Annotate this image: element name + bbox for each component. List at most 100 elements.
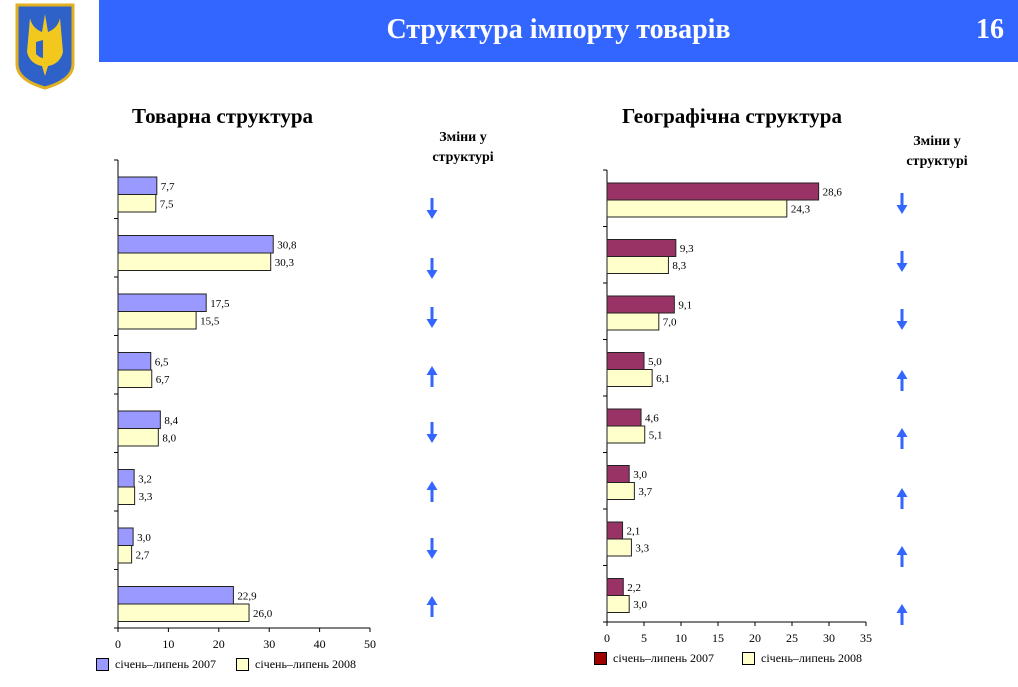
ukraine-emblem-icon <box>15 3 75 90</box>
bar-2008 <box>606 312 660 331</box>
arrow-up-icon <box>426 481 438 502</box>
legend-label: січень–липень 2007 <box>115 657 216 671</box>
bar-2008 <box>606 595 630 613</box>
bar-2008 <box>117 486 136 505</box>
arrow-down-icon <box>426 307 438 328</box>
category-label <box>8 225 112 272</box>
bar-2008 <box>606 538 632 557</box>
arrow-up-icon <box>426 366 438 387</box>
category-label <box>480 233 598 278</box>
x-tick-label: 5 <box>641 631 647 645</box>
bar-value-label: 28,6 <box>823 187 843 199</box>
legend-label: січень–липень 2008 <box>761 651 862 665</box>
bar-2007 <box>606 521 624 540</box>
category-label <box>480 459 598 504</box>
x-tick-label: 30 <box>823 631 835 645</box>
category-label <box>8 283 112 330</box>
page-number: 16 <box>976 14 1004 45</box>
bar-2008 <box>117 369 153 388</box>
bar-2007 <box>117 410 161 429</box>
chart2-changes-header: Зміни у структурі <box>906 134 968 169</box>
page-title: Структура імпорту товарів <box>386 14 731 45</box>
arrow-up-icon <box>426 596 438 617</box>
arrow-down-icon <box>896 309 908 330</box>
bar-value-label: 6,1 <box>656 373 670 385</box>
arrow-down-icon <box>426 258 438 279</box>
x-tick-label: 50 <box>364 637 376 651</box>
x-tick-label: 25 <box>786 631 798 645</box>
arrow-down-icon <box>426 422 438 443</box>
x-tick-label: 0 <box>604 631 610 645</box>
bar-2008 <box>606 482 635 500</box>
bar-value-label: 3,7 <box>638 486 652 498</box>
bar-value-label: 3,0 <box>633 599 647 611</box>
bar-value-label: 15,5 <box>200 315 220 327</box>
legend-swatch <box>96 658 109 671</box>
legend-label: січень–липень 2008 <box>255 657 356 671</box>
arrow-up-icon <box>896 546 908 567</box>
category-label <box>480 289 598 334</box>
category-label <box>8 459 112 506</box>
bar-value-label: 7,7 <box>161 181 175 193</box>
arrow-down-icon <box>426 538 438 559</box>
bar-value-label: 6,7 <box>156 374 170 386</box>
legend-swatch <box>236 658 249 671</box>
bar-2007 <box>606 182 820 201</box>
x-tick-label: 20 <box>749 631 761 645</box>
legend-item: січень–липень 2007 <box>96 657 216 672</box>
legend-label: січень–липень 2007 <box>613 651 714 665</box>
x-tick-label: 15 <box>712 631 724 645</box>
bar-2007 <box>606 352 645 370</box>
bar-2007 <box>117 469 135 488</box>
bar-2008 <box>117 194 157 213</box>
category-label <box>480 176 598 221</box>
bar-value-label: 9,1 <box>678 300 692 312</box>
bar-2007 <box>117 527 134 546</box>
bar-value-label: 3,2 <box>138 473 152 485</box>
bar-value-label: 2,7 <box>136 549 150 561</box>
bar-value-label: 24,3 <box>791 204 811 216</box>
x-tick-label: 10 <box>675 631 687 645</box>
bar-2008 <box>606 199 788 218</box>
arrow-up-icon <box>896 604 908 625</box>
legend-item: січень–липень 2008 <box>742 651 862 666</box>
category-label <box>480 402 598 447</box>
bar-2007 <box>117 352 152 371</box>
category-label <box>480 346 598 391</box>
bar-2008 <box>117 428 159 447</box>
x-tick-label: 40 <box>314 637 326 651</box>
bar-value-label: 6,5 <box>155 356 169 368</box>
bar-value-label: 8,4 <box>164 415 178 427</box>
arrow-down-icon <box>896 251 908 272</box>
bar-2008 <box>117 603 250 622</box>
bar-2007 <box>117 586 234 605</box>
bar-2007 <box>606 408 642 427</box>
bar-value-label: 2,1 <box>627 526 641 538</box>
bar-value-label: 7,0 <box>663 317 677 329</box>
arrow-down-icon <box>896 193 908 214</box>
bar-2007 <box>117 235 274 254</box>
bar-2008 <box>117 311 197 330</box>
bar-value-label: 5,1 <box>649 430 663 442</box>
bar-2008 <box>606 369 653 387</box>
category-label <box>8 576 112 623</box>
legend-swatch <box>594 652 607 665</box>
chart1-title: Товарна структура <box>132 104 314 128</box>
bar-2007 <box>117 176 158 195</box>
bar-value-label: 3,0 <box>633 469 647 481</box>
category-label <box>8 400 112 447</box>
bar-value-label: 8,0 <box>162 432 176 444</box>
x-tick-label: 35 <box>860 631 872 645</box>
bar-value-label: 5,0 <box>648 356 662 368</box>
chart2-title: Географічна структура <box>622 104 842 128</box>
chart1-changes-header: Зміни у структурі <box>432 130 494 165</box>
bar-value-label: 26,0 <box>253 608 273 620</box>
category-label <box>480 572 598 617</box>
bar-value-label: 3,0 <box>137 532 151 544</box>
header-bar: Структура імпорту товарів 16 <box>99 0 1018 62</box>
arrow-up-icon <box>896 370 908 391</box>
category-label <box>8 517 112 564</box>
category-label <box>8 166 112 213</box>
x-tick-label: 20 <box>213 637 225 651</box>
legend-item: січень–липень 2008 <box>236 657 356 672</box>
